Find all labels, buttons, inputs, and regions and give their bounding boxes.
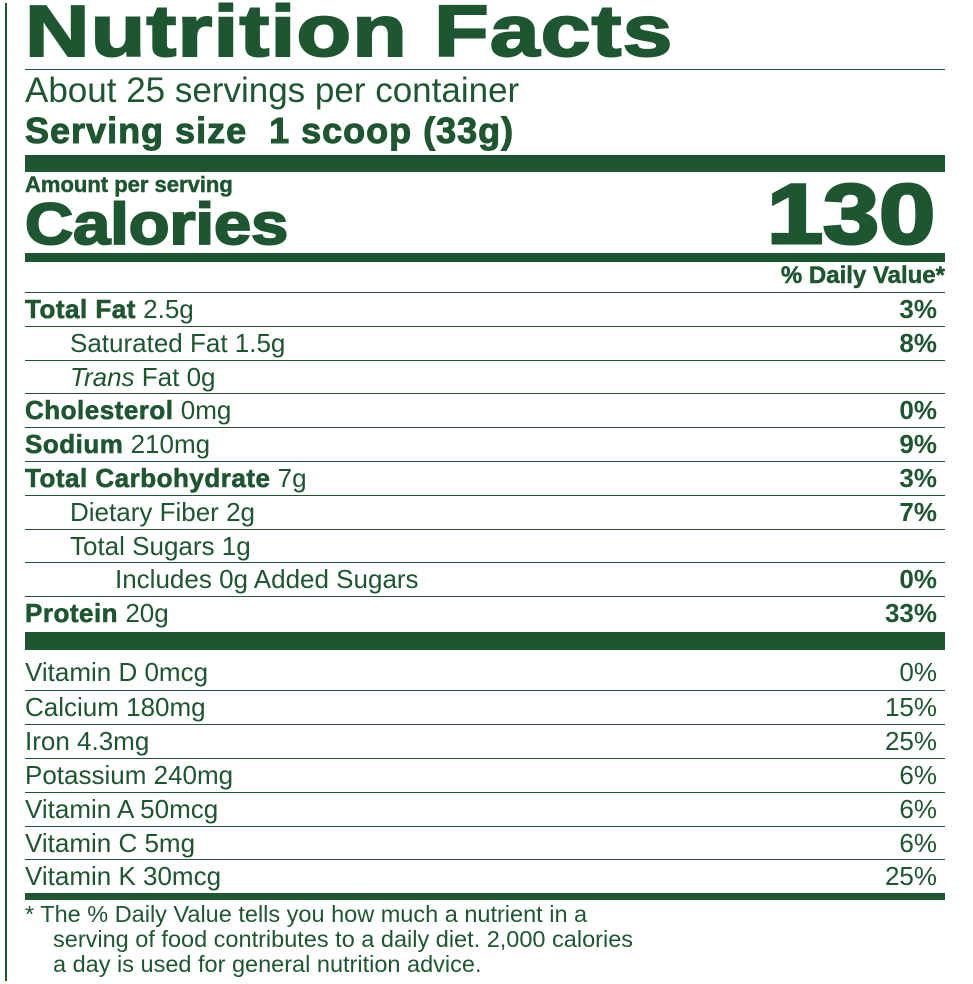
daily-value-percent: 7% — [899, 496, 937, 527]
nutrient-name: Dietary Fiber 2g — [25, 496, 255, 529]
nutrient-row: Total Fat 2.5g 3% — [25, 292, 945, 326]
daily-value-percent: 9% — [899, 429, 937, 460]
thick-divider — [25, 632, 945, 650]
nutrient-name: Total Sugars 1g — [25, 530, 251, 563]
daily-value-percent: 8% — [899, 327, 937, 358]
nutrient-name: Cholesterol 0mg — [25, 394, 232, 427]
nutrient-name: Includes 0g Added Sugars — [25, 563, 419, 596]
nutrient-label: Total Fat — [25, 294, 136, 325]
nutrient-label: Dietary Fiber — [70, 496, 219, 527]
daily-value-percent: 15% — [884, 691, 937, 722]
daily-value-percent: 3% — [899, 294, 937, 324]
calories-value: 130 — [765, 167, 937, 261]
medium-divider — [25, 253, 945, 262]
daily-value-percent: 0% — [899, 657, 937, 687]
nutrient-label: Saturated Fat — [70, 327, 228, 358]
vitamin-row: Vitamin D 0mcg 0% — [25, 656, 945, 689]
daily-value-header: % Daily Value* — [780, 262, 946, 290]
daily-value-percent: 6% — [899, 827, 937, 858]
nutrient-amount: 2.5g — [143, 294, 194, 324]
nutrient-amount: 0g — [186, 361, 216, 392]
nutrient-name: Total Fat 2.5g — [25, 293, 194, 326]
nutrient-label: Cholesterol — [25, 395, 174, 426]
nutrient-amount: 7g — [277, 463, 307, 493]
vitamin-amount: Vitamin D 0mcg — [25, 657, 209, 687]
daily-value-percent: 6% — [899, 759, 937, 790]
nutrient-row: Total Carbohydrate 7g 3% — [25, 461, 945, 495]
label-title: Nutrition Facts — [24, 0, 674, 72]
vitamin-row: Calcium 180mg 15% — [25, 689, 945, 724]
serving-size: Serving size 1 scoop (33g) — [24, 110, 945, 151]
nutrient-row: Cholesterol 0mg 0% — [25, 393, 945, 427]
nutrient-label: Total Sugars — [70, 530, 215, 561]
nutrient-amount: 0mg — [180, 395, 232, 426]
nutrient-amount: 1g — [221, 530, 251, 561]
nutrient-label: Sodium — [25, 429, 124, 460]
daily-value-percent: 0% — [899, 395, 937, 426]
nutrient-name: Trans Fat 0g — [25, 361, 216, 394]
vitamin-amount: Iron 4.3mg — [25, 725, 150, 756]
vitamin-amount: Potassium 240mg — [25, 759, 234, 790]
vitamin-row: Vitamin A 50mcg 6% — [25, 791, 945, 826]
vitamin-row: Iron 4.3mg 25% — [25, 723, 945, 758]
nutrient-name: Saturated Fat 1.5g — [25, 327, 285, 360]
nutrient-name: Sodium 210mg — [25, 428, 210, 461]
daily-value-percent: 0% — [899, 564, 937, 595]
nutrient-amount: 2g — [226, 496, 255, 527]
vitamin-row: Vitamin K 30mcg 25% — [25, 859, 945, 893]
nutrient-row: Saturated Fat 1.5g 8% — [25, 325, 945, 360]
nutrient-amount: 20g — [125, 598, 169, 629]
footnote-line: a day is used for general nutrition advi… — [53, 951, 482, 977]
nutrient-label: Total Carbohydrate — [25, 463, 271, 494]
calories-label: Calories — [24, 192, 290, 257]
nutrient-row: Trans Fat 0g — [25, 359, 945, 394]
nutrient-name: Protein 20g — [25, 597, 169, 630]
footnote: * The % Daily Value tells you how much a… — [25, 902, 945, 977]
vitamin-amount: Vitamin C 5mg — [25, 827, 196, 858]
servings-per-container: About 25 servings per container — [25, 71, 520, 110]
serving-size-label: Serving size — [24, 110, 248, 151]
nutrient-row: Total Sugars 1g — [25, 528, 945, 563]
medium-divider — [25, 893, 945, 900]
nutrient-row: Dietary Fiber 2g 7% — [25, 494, 945, 529]
vitamin-row: Vitamin C 5mg 6% — [25, 825, 945, 860]
vitamin-row: Potassium 240mg 6% — [25, 757, 945, 792]
footnote-line: * The % Daily Value tells you how much a… — [25, 901, 588, 927]
nutrient-amount: 1.5g — [234, 327, 286, 358]
vitamin-amount: Vitamin K 30mcg — [25, 861, 222, 892]
nutrient-label: Includes 0g Added Sugars — [115, 564, 419, 595]
nutrient-row: Protein 20g 33% — [25, 596, 945, 630]
daily-value-percent: 25% — [884, 861, 937, 892]
nutrient-name: Total Carbohydrate 7g — [25, 462, 307, 495]
nutrient-row: Includes 0g Added Sugars 0% — [25, 562, 945, 596]
daily-value-percent: 3% — [899, 463, 937, 493]
vitamin-amount: Vitamin A 50mcg — [25, 793, 219, 824]
daily-value-percent: 33% — [884, 598, 937, 629]
daily-value-percent: 25% — [884, 725, 937, 756]
thick-divider — [25, 155, 945, 172]
nutrient-label: Trans — [70, 361, 135, 392]
daily-value-percent — [937, 361, 945, 394]
serving-size-value: 1 scoop (33g) — [269, 110, 515, 151]
amount-per-serving: Amount per serving — [25, 172, 233, 197]
daily-value-percent: 6% — [899, 793, 937, 824]
footnote-line: serving of food contributes to a daily d… — [53, 926, 634, 952]
nutrient-amount: 210mg — [130, 429, 211, 460]
divider — [25, 69, 945, 70]
label-border — [5, 3, 967, 981]
nutrient-label-suffix: Fat — [141, 361, 180, 392]
daily-value-percent — [937, 530, 945, 563]
nutrient-label: Protein — [25, 598, 119, 629]
nutrient-row: Sodium 210mg 9% — [25, 427, 945, 461]
vitamin-amount: Calcium 180mg — [25, 691, 206, 722]
